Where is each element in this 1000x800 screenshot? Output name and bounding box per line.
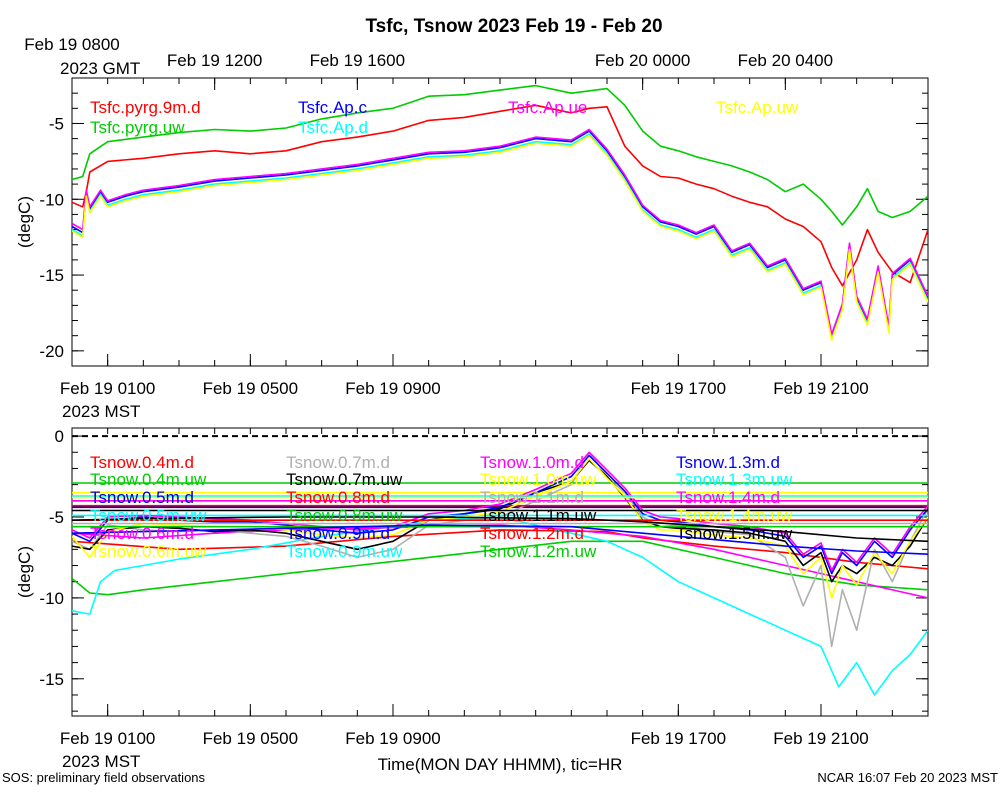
legend-label: Tsfc.pyrg.uw xyxy=(90,118,185,137)
legend-label: Tsfc.Ap.c xyxy=(298,98,367,117)
legend-label: Tsnow.0.4m.uw xyxy=(90,470,207,489)
x-top-tick-label: Feb 19 1200 xyxy=(167,51,262,70)
legend-label: Tsnow.0.8m.d xyxy=(286,488,390,507)
legend-label: Tsnow.0.4m.d xyxy=(90,453,194,472)
x-tick-label: Feb 19 0100 xyxy=(60,379,155,398)
series-line-tsfc-pyrg-uw xyxy=(72,84,928,226)
x-tick-label: Feb 19 1700 xyxy=(631,379,726,398)
x-tick-label: Feb 19 0100 xyxy=(60,729,155,748)
top-panel: Feb 19 0100 Feb 19 0500 Feb 19 0900 Feb 19 … xyxy=(15,35,929,421)
legend-label: Tsnow.1.0m.d xyxy=(480,453,584,472)
footer-right: NCAR 16:07 Feb 20 2023 MST xyxy=(817,770,998,785)
footer-left: SOS: preliminary field observations xyxy=(2,770,206,785)
x-tick-label: Feb 19 2100 xyxy=(773,379,868,398)
legend-label: Tsnow.1.0m.uw xyxy=(480,470,597,489)
legend-label: Tsnow.1.2m.uw xyxy=(480,542,597,561)
series-line-tsnow-0-5m-uw xyxy=(72,516,928,696)
x-top-tick-label: Feb 20 0400 xyxy=(738,51,833,70)
y-tick-label: 0 xyxy=(55,427,64,446)
series-line-tsnow-0-9m-d xyxy=(72,454,928,575)
x-top-timezone-label: 2023 GMT xyxy=(60,59,140,78)
legend-label: Tsnow.0.9m.uw xyxy=(286,542,403,561)
legend-label: Tsnow.0.5m.d xyxy=(90,488,194,507)
y-tick-label: -5 xyxy=(49,114,64,133)
x-top-tick-label: Feb 20 0000 xyxy=(595,51,690,70)
x-top-tick-label: Feb 19 1600 xyxy=(310,51,405,70)
plot-frame xyxy=(71,77,929,367)
legend-label: Tsnow.1.3m.d xyxy=(676,453,780,472)
x-tick-label: Feb 19 0900 xyxy=(345,729,440,748)
legend-label: Tsfc.Ap.ue xyxy=(508,98,587,117)
x-top-tick-label: Feb 19 0800 xyxy=(24,35,119,54)
legend-label: Tsnow.0.7m.d xyxy=(286,453,390,472)
series-line-tsnow-0-4m-uw xyxy=(72,540,928,596)
x-tick-label: Feb 19 1700 xyxy=(631,729,726,748)
series-line-tsfc-ap-d xyxy=(72,133,928,340)
legend-label: Tsnow.0.8m.uw xyxy=(286,506,403,525)
series-line-tsfc-pyrg-9m-d xyxy=(72,104,928,287)
series-line-tsfc-ap-ue xyxy=(72,128,928,336)
legend-label: Tsnow.1.3m.uw xyxy=(676,470,793,489)
bottom-panel: Feb 19 0100 Feb 19 0500 Feb 19 0900 Feb 19 … xyxy=(15,427,929,771)
legend-label: Tsnow.0.6m.d xyxy=(90,524,194,543)
x-tick-label: Feb 19 0500 xyxy=(203,729,298,748)
series-line-tsnow-1-3m-d xyxy=(72,524,928,555)
y-tick-label: -20 xyxy=(39,342,64,361)
series-line-tsfc-ap-c xyxy=(72,130,928,337)
series-line-tsfc-ap-uw xyxy=(72,134,928,342)
series-group xyxy=(72,84,928,342)
legend-label: Tsnow.1.1m.d xyxy=(480,488,584,507)
y-tick-label: -5 xyxy=(49,508,64,527)
legend-label: Tsnow.1.4m.uw xyxy=(676,506,793,525)
legend-label: Tsfc.pyrg.9m.d xyxy=(90,98,201,117)
legend-label: Tsnow.1.2m.d xyxy=(480,524,584,543)
legend-label: Tsnow.1.5m.uw xyxy=(676,524,793,543)
legend-label: Tsfc.Ap.uw xyxy=(716,98,799,117)
x-tick-label: Feb 19 0900 xyxy=(345,379,440,398)
legend-label: Tsnow.0.5m.uw xyxy=(90,506,207,525)
x-tick-label: Feb 19 2100 xyxy=(773,729,868,748)
y-tick-label: -15 xyxy=(39,670,64,689)
x-axis-label: Time(MON DAY HHMM), tic=HR xyxy=(378,755,623,774)
y-axis-label: (degC) xyxy=(15,196,34,248)
series-line-tsnow-0-4m-d xyxy=(72,529,928,570)
legend-label: Tsnow.0.6m.uw xyxy=(90,542,207,561)
legend-label: Tsnow.1.1m.uw xyxy=(480,506,597,525)
series-line-tsnow-1-5m-uw xyxy=(72,516,928,543)
series-group xyxy=(72,451,928,696)
x-tick-label: Feb 19 0500 xyxy=(203,379,298,398)
x-axis-timezone-label: 2023 MST xyxy=(62,752,140,771)
legend-label: Tsfc.Ap.d xyxy=(298,118,368,137)
x-axis-timezone-label: 2023 MST xyxy=(62,402,140,421)
y-tick-label: -15 xyxy=(39,266,64,285)
legend-label: Tsnow.0.9m.d xyxy=(286,524,390,543)
chart-title: Tsfc, Tsnow 2023 Feb 19 - Feb 20 xyxy=(365,16,662,37)
legend-label: Tsnow.0.7m.uw xyxy=(286,470,403,489)
legend-label: Tsnow.1.4m.d xyxy=(676,488,780,507)
y-tick-label: -10 xyxy=(39,589,64,608)
y-tick-label: -10 xyxy=(39,190,64,209)
y-axis-label: (degC) xyxy=(15,546,34,598)
